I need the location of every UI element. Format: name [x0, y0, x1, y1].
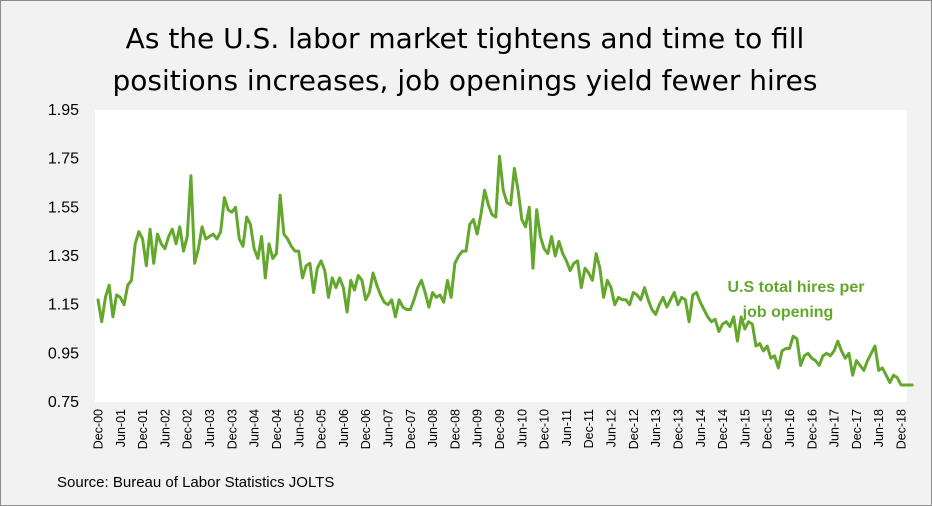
y-tick-label: 0.75	[48, 394, 79, 411]
x-tick-label: Dec-03	[225, 409, 239, 449]
series-layer	[96, 154, 914, 387]
x-tick-label: Jun-04	[248, 409, 262, 447]
x-tick-label: Dec-12	[627, 409, 641, 449]
chart-title-line-1: As the U.S. labor market tightens and ti…	[125, 22, 805, 55]
x-tick-label: Dec-04	[270, 409, 284, 449]
x-tick-label: Jun-16	[783, 409, 797, 447]
y-tick-label: 1.75	[48, 151, 79, 168]
x-tick-label: Dec-14	[716, 409, 730, 449]
y-tick-label: 1.15	[48, 297, 79, 314]
y-tick-label: 1.35	[48, 248, 79, 265]
x-tick-label: Jun-09	[471, 409, 485, 447]
x-tick-label: Dec-17	[850, 409, 864, 449]
x-tick-label: Dec-09	[493, 409, 507, 449]
y-axis: 0.75 0.95 1.15 1.35 1.55 1.75 1.95	[48, 102, 79, 411]
x-axis: Dec-00 Jun-01 Dec-01 Jun-02 Dec-02 Jun-03 Dec-…	[92, 409, 909, 449]
x-tick-label: Jun-05	[292, 409, 306, 447]
x-tick-label: Dec-00	[92, 409, 106, 449]
x-tick-label: Jun-07	[381, 409, 395, 447]
y-tick-label: 1.55	[48, 199, 79, 216]
x-tick-label: Dec-18	[895, 409, 909, 449]
x-tick-label: Jun-03	[203, 409, 217, 447]
x-tick-label: Jun-12	[605, 409, 619, 447]
y-tick-label: 1.95	[48, 102, 79, 119]
x-tick-label: Jun-13	[649, 409, 663, 447]
x-tick-label: Jun-02	[158, 409, 172, 447]
x-tick-label: Dec-15	[761, 409, 775, 449]
x-tick-label: Jun-14	[694, 409, 708, 447]
chart-title-line-2: positions increases, job openings yield …	[112, 64, 818, 97]
x-tick-label: Jun-11	[560, 409, 574, 446]
x-tick-label: Dec-06	[359, 409, 373, 449]
x-tick-label: Dec-07	[404, 409, 418, 449]
series-annotation-line-1: U.S total hires per	[728, 279, 865, 296]
x-tick-label: Jun-17	[828, 409, 842, 447]
source-note: Source: Bureau of Labor Statistics JOLTS	[57, 474, 335, 491]
x-tick-label: Dec-11	[582, 409, 596, 448]
series-line	[96, 154, 914, 387]
x-tick-label: Dec-05	[315, 409, 329, 449]
plot-area	[95, 110, 907, 402]
x-tick-label: Dec-10	[538, 409, 552, 449]
x-tick-label: Jun-15	[738, 409, 752, 447]
x-tick-label: Jun-18	[872, 409, 886, 447]
x-tick-label: Jun-10	[515, 409, 529, 447]
series-annotation-line-2: job opening	[742, 304, 834, 321]
x-tick-label: Dec-01	[136, 409, 150, 449]
x-tick-label: Jun-06	[337, 409, 351, 447]
x-tick-label: Jun-01	[114, 409, 128, 447]
x-tick-label: Dec-16	[805, 409, 819, 449]
x-tick-label: Dec-13	[671, 409, 685, 449]
x-tick-label: Jun-08	[426, 409, 440, 447]
y-tick-label: 0.95	[48, 345, 79, 362]
x-tick-label: Dec-08	[448, 409, 462, 449]
x-tick-label: Dec-02	[181, 409, 195, 449]
chart-title: As the U.S. labor market tightens and ti…	[40, 18, 890, 102]
